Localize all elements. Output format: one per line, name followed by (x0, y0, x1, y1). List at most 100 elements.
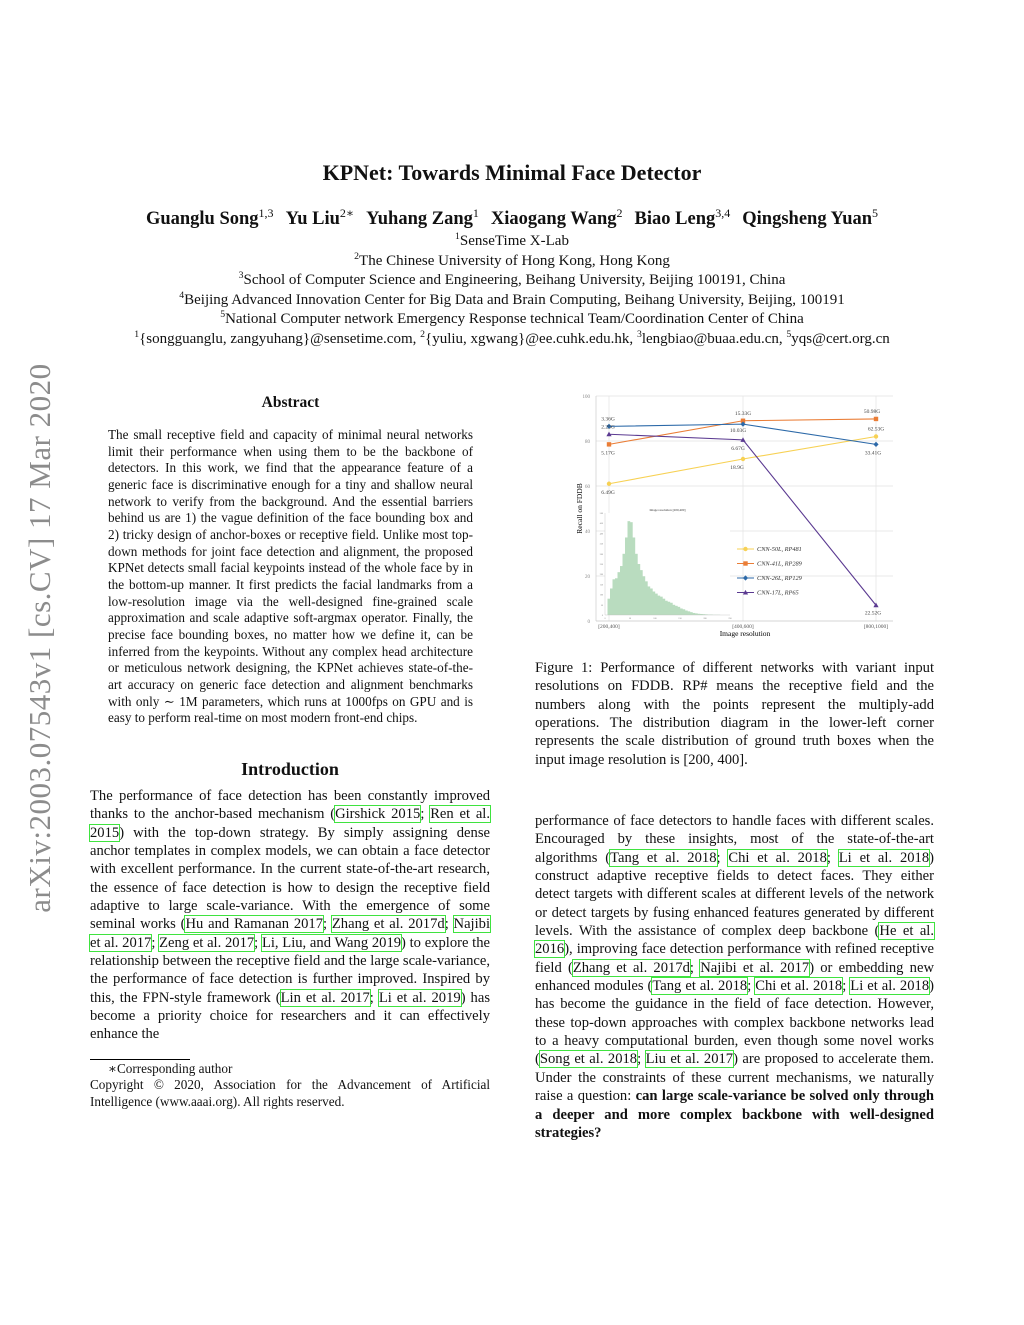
histogram-bar (640, 570, 643, 615)
author: Yuhang Zang1 (366, 207, 479, 229)
body-text: ) with the top-down strategy. By simply … (90, 824, 490, 933)
corresponding-author-note: ∗Corresponding author (108, 1060, 233, 1076)
body-text: ; (716, 849, 729, 866)
citation-link[interactable]: Girshick 2015 (334, 805, 422, 824)
inset-y-tick-label: 200 (600, 574, 604, 576)
histogram-bar (667, 601, 671, 615)
x-tick-label: [400,600] (732, 624, 754, 630)
author-affiliation-mark: 2 (616, 205, 623, 220)
arxiv-stamp: arXiv:2003.07543v1 [cs.CV] 17 Mar 2020 (22, 363, 57, 913)
data-point (873, 434, 879, 439)
affiliation: 2The Chinese University of Hong Kong, Ho… (0, 251, 1024, 272)
histogram-bar (612, 579, 616, 615)
citation-link[interactable]: Li et al. 2019 (377, 988, 462, 1007)
author: Yu Liu2∗ (286, 205, 355, 229)
copyright-note: Copyright © 2020, Association for the Ad… (90, 1077, 490, 1109)
email-mark: 2 (420, 328, 426, 340)
inset-y-tick-label: 0 (602, 615, 604, 617)
body-text: performance of face detectors to handle … (535, 813, 934, 866)
citation-link[interactable]: Chi et al. 2018 (754, 977, 844, 996)
citation-link[interactable]: Li et al. 2018 (837, 848, 931, 867)
data-point (873, 416, 879, 422)
affiliation-text: SenseTime X-Lab (459, 233, 569, 249)
figure-caption: Figure 1: Performance of different netwo… (535, 659, 934, 769)
author-name: Qingsheng Yuan (742, 209, 873, 229)
citation-link[interactable]: Tang et al. 2018 (609, 848, 718, 867)
affiliation: 1SenseTime X-Lab (0, 232, 1024, 252)
data-label: 5.17G (601, 450, 615, 456)
affiliation-text: Beijing Advanced Innovation Center for B… (184, 291, 845, 308)
body-text: ; (420, 806, 431, 823)
citation-link[interactable]: Najibi et al. 2017 (88, 915, 492, 952)
y-tick-label: 20 (585, 575, 591, 580)
data-label: 10.03G (730, 428, 746, 434)
body-text: ; (254, 934, 262, 951)
histogram-bar (647, 586, 651, 615)
histogram-bar (617, 572, 621, 615)
histogram-bar (637, 564, 641, 615)
author-list: Guanglu Song1,3 Yu Liu2∗ Yuhang Zang1 Xiaog… (0, 205, 1024, 230)
author: Xiaogang Wang2 (491, 205, 623, 229)
histogram-bar (662, 598, 666, 615)
inset-y-tick-label: 250 (600, 564, 604, 566)
citation-link[interactable]: Najibi et al. 2017 (699, 958, 811, 977)
data-label: 50.98G (864, 409, 880, 415)
affiliation-mark: 4 (179, 289, 185, 301)
citation-link[interactable]: He et al. 2016 (533, 922, 936, 959)
body-text: ; (444, 916, 454, 933)
x-tick-label: [200,400] (598, 624, 620, 630)
histogram-bar (675, 605, 678, 615)
histogram-bar (655, 593, 658, 615)
legend-marker (742, 575, 749, 581)
y-axis-label: Recall on FDDB (575, 483, 584, 533)
inset-x-tick-label: 100 (653, 618, 657, 620)
histogram-bar (692, 612, 696, 615)
affiliation-mark: 5 (220, 309, 226, 321)
citation-link[interactable]: Zhang et al. 2017d (571, 958, 691, 977)
author-affiliation-mark: 2∗ (339, 205, 355, 220)
y-tick-label: 40 (585, 530, 591, 535)
citation-link[interactable]: Liu et al. 2017 (644, 1050, 735, 1069)
histogram-bar (657, 595, 661, 615)
citation-link[interactable]: Li et al. 2018 (849, 977, 931, 996)
histogram-bar (687, 611, 691, 615)
citation-link[interactable]: Ren et al. 2015 (89, 805, 491, 842)
body-text: ) or embedding new enhanced modules ( (535, 959, 934, 995)
body-text: ) has become a priority choice for resea… (90, 989, 491, 1043)
inset-y-tick-label: 450 (600, 523, 604, 525)
body-text: ; (842, 978, 851, 995)
y-tick-label: 80 (585, 440, 591, 445)
inset-y-tick-label: 350 (600, 544, 604, 546)
affiliation-mark: 3 (238, 270, 244, 282)
inset-x-tick-label: 250 (728, 618, 732, 620)
histogram-bar (682, 609, 686, 615)
data-point (873, 441, 879, 447)
data-label: 22.52G (865, 610, 881, 616)
email-mark: 5 (786, 328, 792, 340)
histogram-bar (627, 521, 631, 615)
data-label: 2.25G (601, 424, 615, 430)
citation-link[interactable]: Zeng et al. 2017 (158, 933, 256, 952)
citation-link[interactable]: Tang et al. 2018 (651, 977, 749, 996)
citation-link[interactable]: Li, Liu, and Wang 2019 (260, 933, 403, 952)
data-point (606, 431, 612, 437)
body-text: ; (747, 978, 756, 995)
affiliation-text: The Chinese University of Hong Kong, Hon… (359, 252, 670, 269)
body-text: ; (689, 959, 701, 976)
author-name: Yuhang Zang (366, 209, 473, 229)
body-text: ), improving face detection performance … (535, 941, 934, 976)
histogram-bar (705, 614, 708, 615)
legend-marker (742, 589, 749, 595)
citation-link[interactable]: Zhang et al. 2017d (330, 915, 446, 934)
citation-link[interactable]: Chi et al. 2018 (727, 848, 828, 867)
inset-x-tick-label: 200 (703, 618, 707, 620)
histogram-bar (660, 596, 663, 615)
figure-1-chart: 0 20 40 60 80 100 [200,400] [400,600] [800,1000]… (575, 395, 893, 638)
citation-link[interactable]: Song et al. 2018 (538, 1050, 639, 1069)
affiliation-text: National Computer network Emergency Resp… (225, 311, 804, 328)
body-text: ; (323, 916, 332, 933)
body-text: ; (826, 849, 839, 866)
citation-link[interactable]: Hu and Ramanan 2017 (184, 915, 325, 934)
citation-link[interactable]: Lin et al. 2017 (279, 988, 371, 1007)
data-label: 6.67G (731, 446, 745, 452)
